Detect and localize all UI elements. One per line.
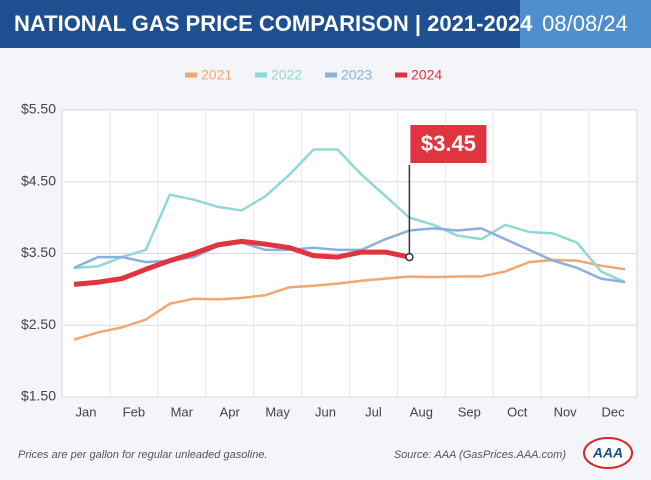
x-tick-label: Jan <box>75 404 96 419</box>
y-tick-label: $5.50 <box>21 101 56 117</box>
date: 08/08/24 <box>542 11 628 36</box>
logo: AAA <box>592 445 623 461</box>
y-tick-label: $2.50 <box>21 316 56 332</box>
annotation: $3.45 <box>421 131 476 156</box>
legend-label: 2024 <box>411 67 442 83</box>
header-bar <box>0 0 520 48</box>
x-tick-label: Jun <box>315 404 336 419</box>
x-tick-label: Nov <box>554 404 578 419</box>
note: Prices are per gallon for regular unlead… <box>18 449 268 461</box>
chart-title: NATIONAL GAS PRICE COMPARISON | 2021-202… <box>14 11 533 36</box>
y-tick-label: $4.50 <box>21 172 56 188</box>
end-marker <box>405 252 414 262</box>
series-line <box>73 238 410 287</box>
series-line <box>73 148 626 284</box>
x-tick-label: Aug <box>410 404 433 419</box>
x-tick-label: Apr <box>220 404 241 419</box>
series-line <box>73 258 626 341</box>
x-tick-label: Jul <box>365 404 382 419</box>
x-tick-label: Oct <box>507 404 528 419</box>
y-tick-label: $1.50 <box>21 388 56 404</box>
x-tick-label: Feb <box>123 404 145 419</box>
flag <box>408 123 489 165</box>
logo-ring <box>583 437 633 469</box>
legend-label: 2021 <box>201 67 232 83</box>
date-box <box>520 0 651 48</box>
x-tick-label: Dec <box>601 404 625 419</box>
y-tick-label: $3.50 <box>21 244 56 260</box>
source: Source: AAA (GasPrices.AAA.com) <box>394 449 567 461</box>
x-tick-label: Mar <box>171 404 194 419</box>
legend-label: 2023 <box>341 67 372 83</box>
legend-label: 2022 <box>271 67 302 83</box>
x-tick-label: May <box>265 404 290 419</box>
x-tick-label: Sep <box>458 404 481 419</box>
